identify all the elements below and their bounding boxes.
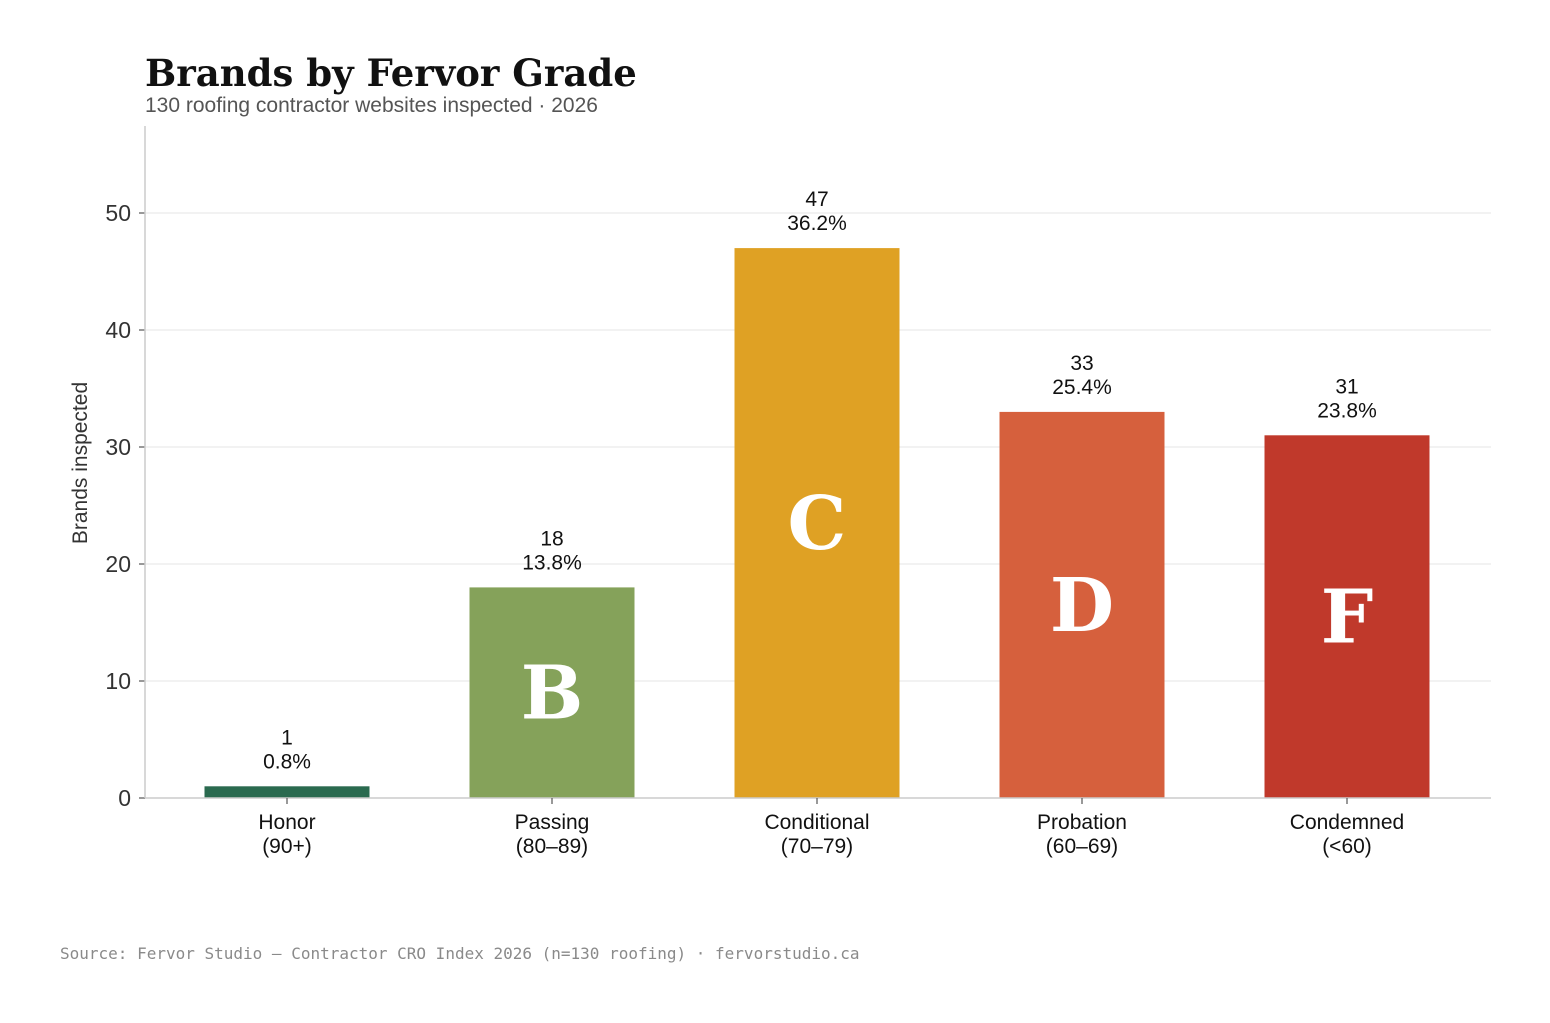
bar-probation <box>999 411 1165 798</box>
x-tick-range-label: (90+) <box>262 835 312 858</box>
grade-letter: C <box>788 481 847 567</box>
y-tick-label: 10 <box>105 668 131 694</box>
source-note: Source: Fervor Studio — Contractor CRO I… <box>60 944 860 963</box>
x-tick-label: Conditional <box>764 811 869 834</box>
data-label-percent: 25.4% <box>1052 376 1112 399</box>
data-label-percent: 0.8% <box>263 750 311 773</box>
x-tick-range-label: (80–89) <box>516 835 588 858</box>
y-tick-label: 20 <box>105 551 131 577</box>
data-label-count: 31 <box>1335 375 1358 398</box>
x-tick-range-label: (60–69) <box>1046 835 1118 858</box>
labels: 0 10 20 30 40 50 Honor(90+) 10.8% Passing(80–89)… <box>105 188 1404 858</box>
grade-letter: D <box>1050 563 1114 649</box>
chart-subtitle: 130 roofing contractor websites inspecte… <box>145 94 598 117</box>
y-tick-label: 0 <box>118 785 131 811</box>
bar-conditional <box>734 248 900 799</box>
bar-condemned <box>1264 435 1430 798</box>
x-tick-range-label: (<60) <box>1322 835 1372 858</box>
data-label-count: 1 <box>281 726 293 749</box>
x-tick-range-label: (70–79) <box>781 835 853 858</box>
axes <box>139 126 1491 804</box>
y-tick-label: 50 <box>105 200 131 226</box>
x-tick-label: Condemned <box>1290 811 1404 834</box>
data-label-percent: 13.8% <box>522 551 582 574</box>
x-tick-label: Honor <box>258 811 315 834</box>
data-label-count: 47 <box>805 188 828 211</box>
bars <box>204 248 1430 799</box>
chart-title: Brands by Fervor Grade <box>145 51 637 95</box>
grade-letter: F <box>1321 575 1374 661</box>
data-label-count: 18 <box>540 527 563 550</box>
y-axis-title: Brands inspected <box>69 382 92 544</box>
grade-letter: B <box>521 651 584 737</box>
bar-honor <box>204 786 370 798</box>
x-tick-label: Passing <box>515 811 590 834</box>
bar-passing <box>469 587 635 798</box>
y-tick-label: 30 <box>105 434 131 460</box>
x-tick-label: Probation <box>1037 811 1127 834</box>
data-label-count: 33 <box>1070 352 1093 375</box>
y-tick-label: 40 <box>105 317 131 343</box>
data-label-percent: 36.2% <box>787 212 847 235</box>
data-label-percent: 23.8% <box>1317 399 1377 422</box>
